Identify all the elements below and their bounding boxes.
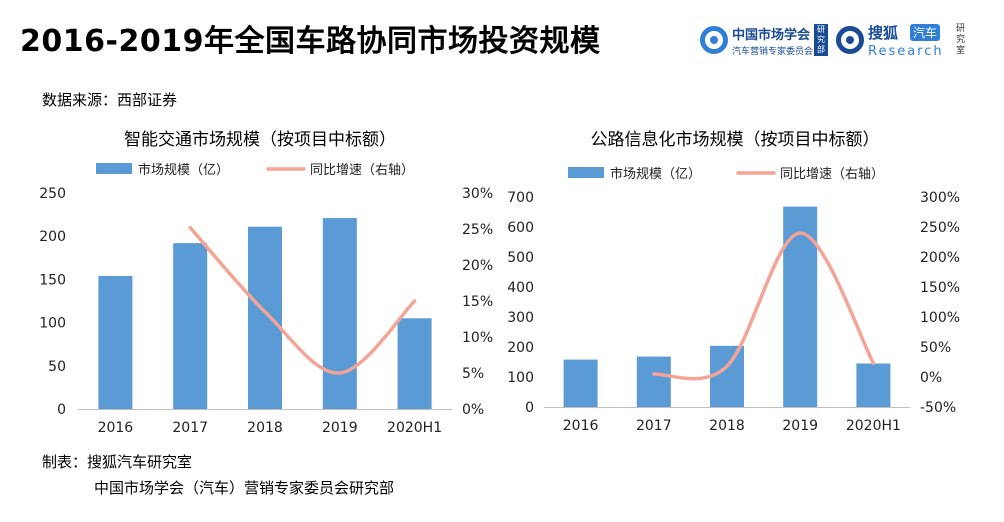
maker-line-1: 制表：搜狐汽车研究室: [42, 453, 193, 471]
chart2-y-right-tick: 50%: [920, 340, 951, 356]
org1-name: 中国市场学会: [732, 28, 811, 43]
chart2-y-left-tick: 600: [507, 220, 534, 236]
chart2-y-right-tick: 150%: [920, 280, 960, 296]
chart2-x-tick-label: 2017: [636, 418, 672, 434]
chart2-bar: [856, 363, 891, 407]
chart1-y-left-tick: 100: [39, 316, 66, 332]
chart2-bar: [563, 359, 598, 407]
chart2-y-left-tick: 100: [507, 370, 534, 386]
table-maker: 制表：搜狐汽车研究室 中国市场学会（汽车）营销专家委员会研究部: [42, 449, 394, 501]
maker-line-2: 中国市场学会（汽车）营销专家委员会研究部: [94, 479, 395, 497]
chart1-bar: [397, 318, 432, 409]
org1-badge: 研究部: [814, 24, 828, 56]
chart2-x-tick-label: 2019: [782, 418, 818, 434]
chart2-legend-bar-swatch: [568, 167, 604, 178]
chart2-x-tick-label: 2016: [563, 418, 599, 434]
chart1-title: 智能交通市场规模（按项目中标额）: [124, 130, 396, 150]
chart2-bar: [710, 345, 744, 407]
chart1-x-tick-label: 2017: [172, 420, 208, 436]
chart1-bar: [173, 243, 208, 409]
chart2-y-left-tick: 700: [507, 190, 534, 206]
chart1-growth-line: [188, 225, 417, 375]
chart2-growth-line: [652, 231, 876, 381]
chart2-bar: [783, 206, 818, 407]
org2-tag: 汽车: [910, 24, 941, 41]
chart1-y-left-tick: 150: [39, 272, 66, 288]
chart1-x-tick-label: 2020H1: [387, 420, 442, 436]
page-title: 2016-2019年全国车路协同市场投资规模: [20, 24, 601, 59]
org1-sub: 汽车营销专家委员会: [732, 47, 814, 57]
org2-name: 搜狐: [868, 24, 899, 42]
chart1-y-left-tick: 250: [39, 186, 66, 202]
sohu-research-logo-icon: [836, 26, 864, 54]
chart1-bar: [322, 218, 357, 409]
chart2-x-tick-label: 2020H1: [846, 418, 901, 434]
logo-group: 中国市场学会 汽车营销专家委员会 研究部 搜狐 汽车 Research 研究室: [700, 22, 970, 66]
chart2-y-right-tick: 200%: [920, 250, 960, 266]
chart1-legend-line-label: 同比增速（右轴）: [310, 163, 414, 178]
chart2-legend-line-label: 同比增速（右轴）: [780, 167, 884, 182]
chart2-y-right-tick: 300%: [920, 190, 960, 206]
data-source: 数据来源：西部证券: [42, 91, 178, 109]
chart1-y-right-tick: 10%: [462, 330, 493, 346]
org2-sub: Research: [868, 44, 944, 59]
chart2-y-left-tick: 300: [507, 310, 534, 326]
chart1-y-right-tick: 20%: [462, 258, 493, 274]
market-society-logo-icon: [700, 26, 728, 54]
chart1-x-tick-label: 2016: [98, 420, 134, 436]
chart1-x-tick-label: 2018: [247, 420, 283, 436]
chart2-bar: [636, 356, 671, 407]
chart1-x-tick-label: 2019: [322, 420, 358, 436]
chart1-bar: [248, 226, 282, 409]
chart2-legend-bar-label: 市场规模（亿）: [610, 166, 701, 182]
chart1-y-left-tick: 0: [57, 402, 66, 418]
chart2-y-right-tick: 100%: [920, 310, 960, 326]
chart1-y-right-tick: 0%: [462, 402, 484, 418]
chart1-y-right-tick: 30%: [462, 186, 493, 202]
chart2-y-right-tick: -50%: [920, 400, 956, 416]
chart2-title: 公路信息化市场规模（按项目中标额）: [591, 130, 880, 150]
chart2-y-left-tick: 400: [507, 280, 534, 296]
chart1-y-left-tick: 50: [48, 359, 66, 375]
chart2-y-right-tick: 250%: [920, 220, 960, 236]
chart1-bar: [98, 275, 133, 409]
chart1-y-right-tick: 25%: [462, 222, 493, 238]
chart1-y-right-tick: 15%: [462, 294, 493, 310]
chart2-y-left-tick: 500: [507, 250, 534, 266]
chart1-y-left-tick: 200: [39, 229, 66, 245]
chart1-y-right-tick: 5%: [462, 366, 484, 382]
chart2-y-right-tick: 0%: [920, 370, 942, 386]
chart2-y-left-tick: 0: [525, 400, 534, 416]
org2-side: 研究室: [956, 24, 966, 56]
chart1-legend-bar-swatch: [96, 163, 132, 174]
chart1-legend-bar-label: 市场规模（亿）: [138, 162, 229, 178]
chart2-x-tick-label: 2018: [709, 418, 745, 434]
chart2-y-left-tick: 200: [507, 340, 534, 356]
